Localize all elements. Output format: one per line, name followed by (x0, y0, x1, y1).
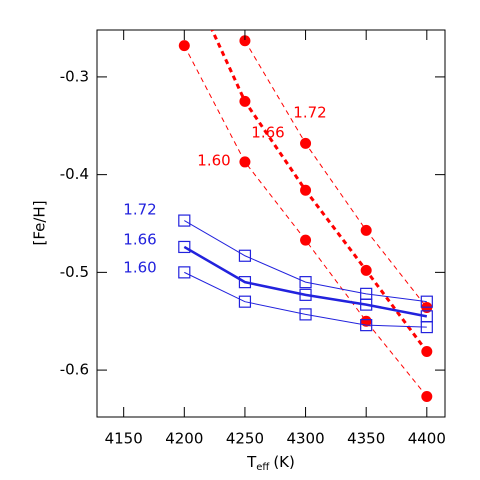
y-tick-label: -0.6 (60, 361, 89, 379)
point (360, 319, 373, 332)
plot-area (178, 30, 433, 402)
point (178, 266, 191, 279)
series-line (184, 271, 427, 328)
series-line (244, 40, 428, 308)
x-label-sub: eff (256, 462, 270, 473)
x-tick-label: 4300 (286, 430, 324, 448)
point (300, 137, 312, 149)
point (360, 315, 372, 327)
point (299, 288, 312, 301)
x-tick-label: 4350 (347, 430, 385, 448)
point (178, 214, 191, 227)
x-tick-label: 4250 (226, 430, 264, 448)
x-label-suffix: (K) (273, 453, 295, 471)
point (239, 35, 251, 47)
point (299, 308, 312, 321)
x-axis-label: Teff (K) (246, 453, 295, 474)
x-tick-label: 4200 (165, 430, 203, 448)
point (239, 95, 251, 107)
series-line (183, 245, 428, 318)
point (178, 240, 191, 254)
point (238, 295, 252, 308)
series-label: 1.72 (293, 104, 326, 122)
point (421, 390, 433, 402)
point (421, 346, 433, 358)
series-label: 1.66 (251, 124, 284, 142)
y-tick-label: -0.3 (60, 67, 89, 85)
point (238, 249, 252, 262)
x-tick-label: 4400 (408, 430, 446, 448)
plot-frame (96, 29, 446, 418)
point (420, 295, 433, 308)
point (360, 298, 373, 311)
series-line (183, 45, 428, 397)
point (300, 184, 312, 196)
point (299, 276, 312, 289)
x-tick-label: 4150 (105, 430, 143, 448)
series-line (210, 30, 429, 353)
y-tick-label: -0.5 (60, 263, 89, 281)
point (238, 276, 252, 289)
point (360, 264, 372, 276)
x-label-main: T (246, 453, 257, 471)
series-label: 1.60 (123, 259, 156, 277)
y-axis-label: [Fe/H] (31, 200, 49, 245)
series-label: 1.72 (123, 201, 156, 219)
point (420, 320, 433, 334)
point (239, 156, 251, 168)
series-label: 1.60 (197, 152, 230, 170)
series-line (184, 220, 427, 303)
point (360, 224, 372, 236)
series-label: 1.66 (123, 231, 156, 249)
point (178, 40, 190, 52)
y-tick-label: -0.4 (60, 165, 89, 183)
point (300, 234, 312, 246)
